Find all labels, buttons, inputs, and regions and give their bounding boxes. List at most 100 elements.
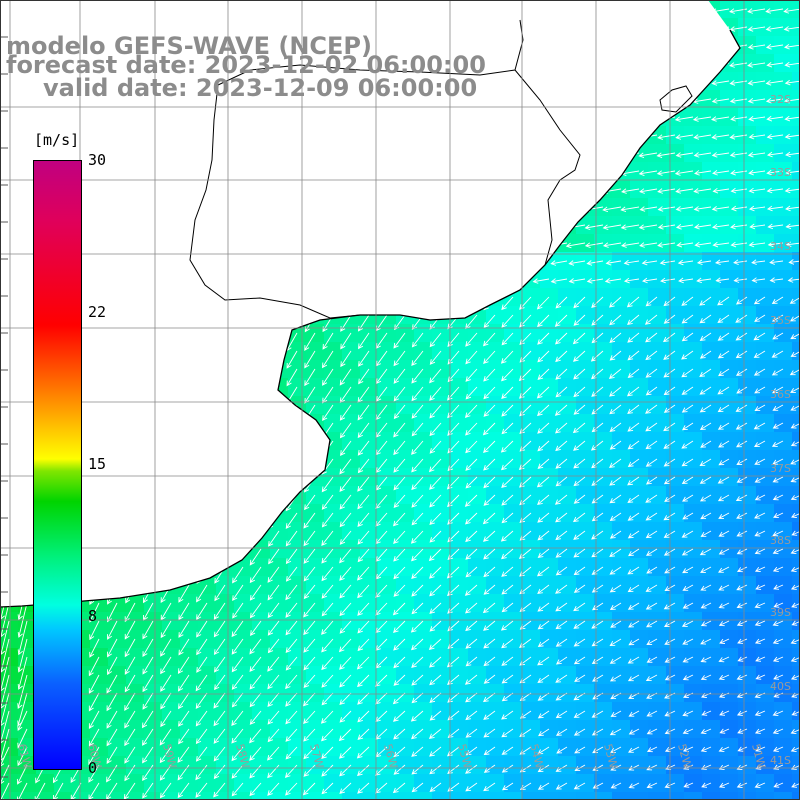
wind-speed-cell	[792, 396, 800, 414]
wind-arrow	[411, 602, 424, 615]
wind-arrow	[610, 782, 622, 789]
wind-speed-cell	[72, 792, 90, 800]
longitude-label: 59W	[160, 742, 179, 770]
wind-arrow	[591, 458, 604, 469]
wind-arrow	[787, 277, 800, 283]
wind-arrow	[735, 494, 748, 502]
wind-arrow	[717, 350, 730, 359]
wind-speed-cell	[792, 414, 800, 432]
wind-arrow	[393, 656, 406, 669]
wind-arrow	[699, 368, 712, 377]
wind-speed-cell	[198, 792, 216, 800]
wind-arrow	[718, 602, 730, 609]
wind-arrow	[753, 350, 766, 358]
wind-arrow	[393, 422, 406, 438]
wind-arrow	[766, 169, 784, 176]
wind-arrow	[536, 476, 550, 488]
wind-arrow	[573, 314, 586, 326]
wind-arrow	[392, 782, 406, 794]
wind-arrow	[483, 656, 496, 667]
latitude-label: 37S	[770, 462, 791, 475]
wind-arrow	[736, 620, 748, 627]
wind-arrow	[736, 782, 748, 788]
wind-arrow	[411, 440, 424, 455]
wind-arrow	[106, 674, 118, 694]
wind-arrow	[465, 602, 478, 614]
wind-arrow	[465, 620, 478, 632]
wind-arrow	[568, 278, 586, 284]
wind-arrow	[682, 566, 694, 574]
wind-arrow	[357, 404, 370, 421]
wind-arrow	[124, 656, 136, 675]
wind-arrow	[142, 692, 154, 710]
wind-arrow	[645, 602, 658, 610]
wind-arrow	[339, 620, 352, 634]
wind-arrow	[411, 782, 424, 793]
wind-speed-cell	[720, 792, 738, 800]
wind-arrow	[267, 746, 280, 761]
wind-arrow	[17, 728, 28, 749]
wind-arrow	[699, 386, 712, 395]
wind-arrow	[483, 782, 496, 792]
wind-arrow	[675, 188, 694, 194]
wind-speed-cell	[792, 216, 800, 234]
wind-arrow	[483, 494, 496, 506]
wind-arrow	[213, 602, 226, 620]
wind-arrow	[772, 530, 784, 537]
wind-arrow	[501, 746, 514, 755]
wind-arrow	[285, 692, 298, 707]
wind-arrow	[321, 656, 334, 671]
wind-speed-cell	[54, 792, 72, 800]
wind-arrow	[701, 782, 712, 788]
wind-arrow	[392, 692, 406, 705]
wind-arrow	[591, 620, 604, 629]
wind-arrow	[675, 224, 694, 230]
wind-arrow	[591, 386, 604, 397]
wind-arrow	[231, 620, 244, 638]
wind-arrow	[483, 440, 496, 453]
wind-arrow	[610, 764, 622, 771]
wind-arrow	[321, 350, 334, 369]
wind-arrow	[357, 422, 370, 439]
wind-arrow	[736, 710, 748, 716]
wind-arrow	[338, 728, 352, 742]
wind-arrow	[676, 241, 694, 248]
wind-speed-cell	[792, 558, 800, 576]
wind-arrow	[231, 782, 244, 797]
wind-arrow	[785, 169, 800, 176]
wind-arrow	[751, 259, 766, 265]
wind-arrow	[627, 602, 640, 610]
wind-arrow	[555, 548, 568, 558]
wind-arrow	[537, 638, 550, 648]
wind-arrow	[17, 638, 28, 673]
wind-arrow	[590, 440, 604, 451]
wind-arrow	[694, 241, 712, 248]
wind-arrow	[767, 223, 784, 230]
wind-arrow	[699, 404, 712, 413]
wind-arrow	[754, 476, 766, 483]
wind-arrow	[657, 242, 676, 248]
wind-arrow	[699, 476, 712, 484]
wind-arrow	[537, 782, 550, 790]
wind-arrow	[555, 710, 568, 719]
wind-arrow	[771, 440, 784, 447]
wind-arrow	[410, 710, 424, 722]
wind-arrow	[393, 530, 406, 545]
wind-speed-cell	[18, 792, 36, 800]
wind-arrow	[645, 386, 658, 396]
wind-speed-cell	[792, 468, 800, 486]
wind-arrow	[610, 620, 622, 628]
wind-arrow	[537, 494, 550, 506]
wind-arrow	[537, 746, 550, 755]
wind-arrow	[645, 440, 658, 450]
wind-arrow	[621, 188, 640, 194]
wind-arrow	[682, 422, 694, 431]
wind-arrow	[483, 476, 496, 489]
wind-arrow	[644, 314, 658, 325]
wind-arrow	[771, 296, 784, 304]
wind-arrow	[500, 350, 514, 364]
wind-arrow	[124, 764, 136, 782]
wind-speed-cell	[36, 792, 54, 800]
wind-arrow	[638, 170, 658, 176]
